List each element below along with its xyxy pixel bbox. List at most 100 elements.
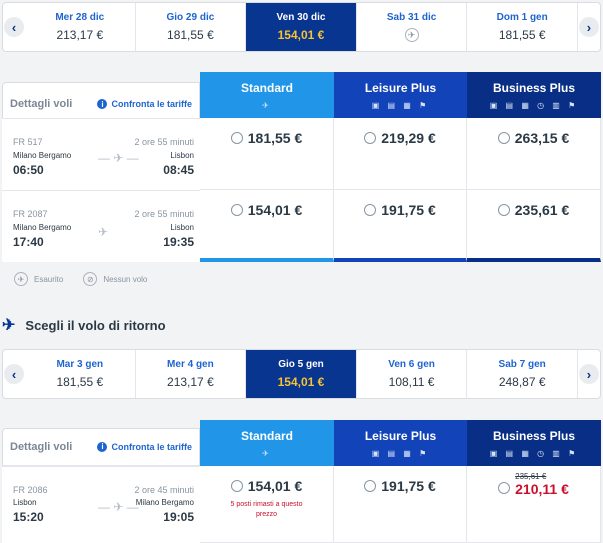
chevron-left-icon: ‹ <box>4 364 24 384</box>
outbound-fares-panel: Dettagli voli i Confronta le tariffe Stan… <box>2 72 601 262</box>
plane-icon: ✈ <box>262 448 272 458</box>
sold-out-icon: ✈ <box>14 272 28 286</box>
fare-option-standard[interactable]: 154,01 € <box>200 190 334 262</box>
date-option[interactable]: Mar 3 gen 181,55 € <box>25 350 136 398</box>
date-label: Mar 3 gen <box>56 359 104 370</box>
chevron-right-icon: › <box>578 364 599 384</box>
next-dates-button[interactable]: › <box>578 350 600 398</box>
radio-button[interactable] <box>364 480 377 492</box>
sold-out-label: Esaurito <box>34 274 64 284</box>
chevron-right-icon: › <box>578 17 599 37</box>
date-label: Mer 4 gen <box>167 359 214 370</box>
radio-button[interactable] <box>230 204 243 216</box>
date-label: Sab 7 gen <box>498 359 546 370</box>
departure-time: 15:20 <box>13 510 44 524</box>
date-option[interactable]: Sab 7 gen 248,87 € <box>467 350 578 398</box>
radio-button[interactable] <box>230 480 243 492</box>
fare-price: 154,01 € <box>247 478 303 494</box>
fare-option-leisure[interactable]: 191,75 € <box>334 190 467 262</box>
fare-header-business: Business Plus ▣ ▤ ▦ ◷ ▥ ⚑ <box>467 72 601 118</box>
plane-icon: ✈ <box>2 317 16 334</box>
return-fares-panel: Dettagli voli i Confronta le tariffe Stan… <box>2 420 601 543</box>
plane-icon: ✈ <box>262 100 272 110</box>
return-section-title: ✈ Scegli il volo di ritorno <box>2 315 166 335</box>
radio-button[interactable] <box>364 132 377 144</box>
departure-time: 17:40 <box>13 235 44 249</box>
return-date-bar: ‹ Mar 3 gen 181,55 € Mer 4 gen 213,17 € Gi… <box>2 349 601 399</box>
discounted-price: 210,11 € <box>515 481 569 497</box>
fare-option-standard[interactable]: 181,55 € <box>200 118 334 190</box>
fare-features-icons: ▣ ▤ ▦ ⚑ <box>371 100 430 110</box>
date-price: 181,55 € <box>56 375 104 389</box>
date-option[interactable]: Mer 28 dic 213,17 € <box>25 3 136 51</box>
outbound-date-bar: ‹ Mer 28 dic 213,17 € Gio 29 dic 181,55 € … <box>2 2 601 52</box>
flight-duration: 2 ore 55 minuti <box>134 137 194 147</box>
info-icon: i <box>97 99 108 109</box>
fare-name: Leisure Plus <box>364 428 437 443</box>
flight-row: FR 517 2 ore 55 minuti Milano Bergamo Li… <box>2 118 200 190</box>
radio-button[interactable] <box>230 132 243 144</box>
chevron-left-icon: ‹ <box>4 17 24 37</box>
fare-header-standard: Standard ✈ <box>200 420 334 466</box>
radio-button[interactable] <box>497 132 510 144</box>
departure-time: 06:50 <box>13 163 44 177</box>
plane-icon: ✈ <box>98 225 109 239</box>
prev-dates-button[interactable]: ‹ <box>3 3 25 51</box>
fare-name: Business Plus <box>492 80 576 95</box>
date-price: 108,11 € <box>388 375 435 389</box>
fare-price: 263,15 € <box>514 130 570 146</box>
compare-fares-link[interactable]: i Confronta le tariffe <box>97 99 192 109</box>
no-flight-icon: ✈ <box>404 28 419 42</box>
flight-duration: 2 ore 55 minuti <box>134 209 194 219</box>
date-label: Gio 5 gen <box>278 359 324 370</box>
flight-duration: 2 ore 45 minuti <box>134 485 194 495</box>
legend: ✈ Esaurito ⊘ Nessun volo <box>14 272 147 286</box>
fare-option-business[interactable]: 235,61 € <box>467 190 601 262</box>
no-flight-icon: ⊘ <box>83 272 98 286</box>
prev-dates-button[interactable]: ‹ <box>3 350 25 398</box>
radio-button[interactable] <box>497 204 510 216</box>
arrival-time: 08:45 <box>163 163 194 177</box>
radio-button[interactable] <box>364 204 377 216</box>
arrival-city: Milano Bergamo <box>135 498 194 507</box>
fare-option-business[interactable]: 235,61 € 210,11 € <box>467 466 601 543</box>
fare-header-leisure: Leisure Plus ▣ ▤ ▦ ⚑ <box>334 72 467 118</box>
fare-price: 191,75 € <box>381 202 436 218</box>
date-option-selected[interactable]: Gio 5 gen 154,01 € <box>246 350 357 398</box>
seats-left-note: 5 posti rimasti a questo prezzo <box>231 500 303 520</box>
fare-price: 219,29 € <box>381 130 436 146</box>
date-option[interactable]: Gio 29 dic 181,55 € <box>136 3 247 51</box>
radio-button[interactable] <box>498 482 511 494</box>
fare-name: Standard <box>240 80 293 95</box>
seats-left-line: prezzo <box>255 511 277 518</box>
date-label: Ven 30 dic <box>276 12 326 23</box>
date-price: 154,01 € <box>277 28 325 42</box>
date-option[interactable]: Sab 31 dic ✈ <box>357 3 468 51</box>
compare-fares-label: Confronta le tariffe <box>111 99 192 109</box>
fare-option-leisure[interactable]: 219,29 € <box>334 118 467 190</box>
date-price: 181,55 € <box>498 28 546 42</box>
date-label: Ven 6 gen <box>388 359 435 370</box>
departure-city: Lisbon <box>13 498 37 507</box>
date-option[interactable]: Ven 6 gen 108,11 € <box>357 350 468 398</box>
date-label: Dom 1 gen <box>496 12 548 23</box>
flight-row: FR 2087 2 ore 55 minuti Milano Bergamo L… <box>2 190 200 262</box>
fare-option-business[interactable]: 263,15 € <box>467 118 601 190</box>
no-flight-label: Nessun volo <box>103 274 148 284</box>
compare-fares-link[interactable]: i Confronta le tariffe <box>97 441 192 452</box>
fare-option-leisure[interactable]: 191,75 € <box>334 466 467 543</box>
date-price: 154,01 € <box>277 375 325 389</box>
date-option[interactable]: Dom 1 gen 181,55 € <box>467 3 578 51</box>
flight-number: FR 517 <box>13 137 43 147</box>
date-label: Gio 29 dic <box>166 12 215 23</box>
date-price: 248,87 € <box>498 375 546 389</box>
date-price: 181,55 € <box>167 28 214 42</box>
flight-number: FR 2087 <box>13 209 48 219</box>
next-dates-button[interactable]: › <box>578 3 600 51</box>
original-price: 235,61 € <box>515 472 547 481</box>
date-option-selected[interactable]: Ven 30 dic 154,01 € <box>246 3 357 51</box>
details-header: Dettagli voli i Confronta le tariffe <box>2 428 200 466</box>
date-label: Sab 31 dic <box>386 12 437 23</box>
date-option[interactable]: Mer 4 gen 213,17 € <box>136 350 247 398</box>
fare-option-standard[interactable]: 154,01 € 5 posti rimasti a questo prezzo <box>200 466 334 543</box>
